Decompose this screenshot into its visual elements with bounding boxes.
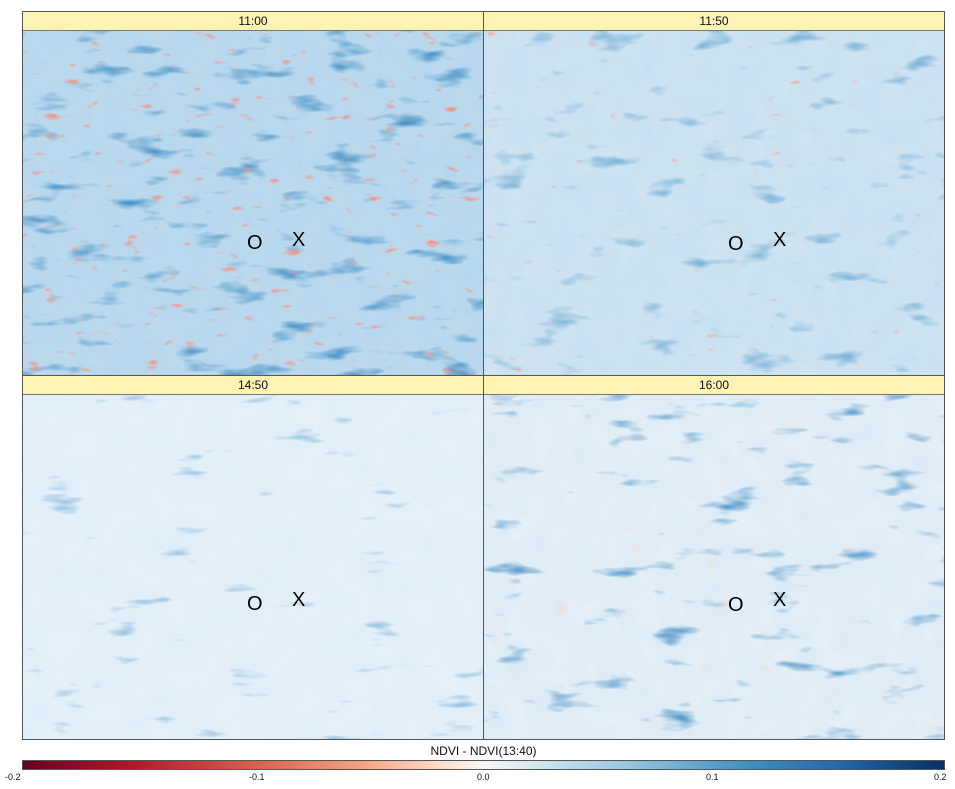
o-marker: O <box>247 593 263 615</box>
colorbar-title: NDVI - NDVI(13:40) <box>430 744 537 758</box>
panel-1600: 16:00 <box>484 376 944 739</box>
colorbar-tick: 0.0 <box>477 772 490 782</box>
panel-title: 11:00 <box>23 12 483 31</box>
ndvi-map-image <box>23 395 483 739</box>
ndvi-map-image <box>484 31 944 375</box>
x-marker: X <box>292 589 306 611</box>
panel-1100: 11:00 <box>23 12 484 376</box>
o-marker: O <box>247 232 263 254</box>
x-marker: X <box>773 229 787 251</box>
panel-1150: 11:50 <box>484 12 944 376</box>
panel-title: 11:50 <box>484 12 944 31</box>
ndvi-map: O X <box>23 31 483 375</box>
o-marker: O <box>728 233 744 255</box>
ndvi-map: O X <box>23 395 483 739</box>
o-marker: O <box>728 594 744 616</box>
ndvi-map-image <box>484 395 944 739</box>
colorbar-tick: 0.1 <box>706 772 719 782</box>
ndvi-map: O X <box>484 31 944 375</box>
colorbar-tick-min: -0.2 <box>5 772 21 782</box>
x-marker: X <box>292 229 306 251</box>
panel-title: 14:50 <box>23 376 483 395</box>
x-marker: X <box>773 589 787 611</box>
ndvi-map-image <box>23 31 483 375</box>
ndvi-map: O X <box>484 395 944 739</box>
colorbar-tick: -0.1 <box>249 772 265 782</box>
figure-grid: 11:00 <box>22 11 945 740</box>
panel-1450: 14:50 O X <box>23 376 484 739</box>
panel-title: 16:00 <box>484 376 944 395</box>
colorbar-tick-max: 0.2 <box>934 772 947 782</box>
colorbar <box>22 760 945 770</box>
